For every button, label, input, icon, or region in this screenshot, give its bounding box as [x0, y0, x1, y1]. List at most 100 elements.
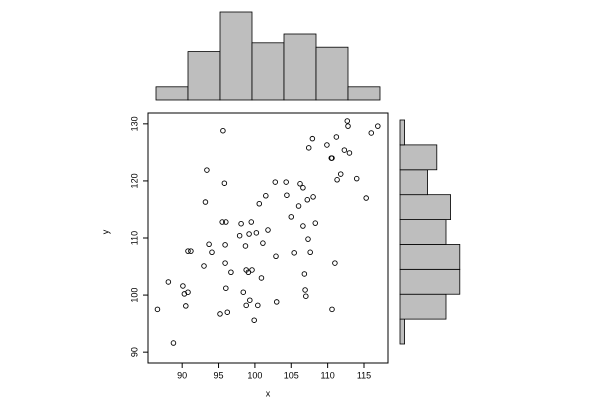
x-tick-label: 115	[357, 370, 371, 380]
point	[223, 219, 229, 225]
point	[346, 150, 353, 156]
x-tick-label: 100	[247, 370, 262, 380]
point	[363, 195, 369, 201]
point	[300, 185, 306, 191]
point	[260, 240, 266, 246]
point	[243, 302, 249, 309]
point	[333, 134, 340, 140]
point	[305, 236, 311, 242]
point	[170, 340, 177, 346]
y-tick-label: 130	[129, 116, 139, 131]
point	[221, 180, 228, 186]
point	[302, 287, 308, 293]
point	[206, 241, 212, 248]
point	[251, 317, 257, 323]
point	[209, 249, 215, 256]
histogram-bar	[399, 194, 451, 220]
histogram-bar	[315, 46, 349, 101]
y-tick-label: 90	[129, 347, 139, 357]
point	[154, 306, 161, 313]
point	[165, 279, 172, 285]
point	[303, 293, 309, 299]
histogram-bar	[187, 51, 221, 101]
point	[263, 193, 269, 199]
y-tick-label: 120	[129, 173, 139, 188]
point	[368, 130, 375, 136]
histogram-bar	[155, 86, 189, 101]
histogram-bar	[283, 33, 317, 101]
point	[337, 171, 344, 177]
point	[295, 203, 302, 209]
point	[185, 289, 191, 295]
point	[301, 271, 308, 277]
point	[332, 260, 338, 266]
point	[329, 155, 335, 161]
point	[272, 179, 279, 185]
point	[248, 219, 255, 225]
plot-frame	[147, 112, 389, 364]
histogram-bar	[399, 268, 461, 295]
histogram-bar	[347, 86, 381, 101]
point	[288, 214, 295, 220]
histogram-bar	[399, 318, 405, 345]
y-tick-label: 100	[129, 288, 139, 303]
point	[324, 142, 330, 148]
point	[222, 260, 228, 266]
point	[180, 283, 186, 289]
histogram-bar	[399, 244, 461, 270]
point	[253, 230, 260, 236]
point	[258, 275, 265, 281]
point	[204, 167, 210, 173]
point	[341, 147, 348, 153]
point	[283, 179, 289, 185]
histogram-bar	[251, 42, 285, 101]
x-tick-label: 105	[284, 370, 299, 380]
point	[305, 145, 312, 151]
point	[344, 118, 351, 124]
histogram-bar	[219, 11, 253, 101]
point	[309, 135, 316, 142]
point	[291, 250, 297, 256]
point	[256, 201, 263, 207]
point	[273, 299, 280, 305]
x-axis-label: x	[266, 388, 271, 398]
point	[310, 194, 316, 200]
point	[202, 199, 209, 205]
point	[304, 197, 311, 203]
point	[353, 175, 360, 182]
point	[228, 269, 234, 275]
histogram-bar	[399, 169, 429, 196]
x-tick-label: 95	[214, 370, 224, 380]
point	[329, 306, 335, 313]
histogram-bar	[399, 293, 447, 320]
point	[249, 267, 255, 273]
point	[236, 232, 243, 239]
point	[219, 219, 225, 225]
point	[273, 253, 279, 260]
point	[238, 220, 244, 227]
x-tick-label: 90	[177, 370, 187, 380]
histogram-bar	[399, 119, 405, 146]
point	[284, 192, 290, 198]
y-tick-label: 110	[129, 231, 139, 245]
histogram-bar	[399, 144, 438, 171]
point	[334, 177, 340, 183]
point	[297, 181, 303, 187]
point	[220, 127, 226, 134]
point	[183, 303, 189, 309]
point	[188, 248, 194, 254]
point	[265, 227, 271, 233]
point	[300, 223, 306, 229]
point	[217, 311, 223, 317]
point	[185, 248, 191, 254]
point	[255, 302, 261, 309]
point	[246, 231, 252, 237]
point	[307, 249, 313, 256]
histogram-bar	[399, 219, 447, 245]
x-tick-label: 110	[320, 370, 334, 380]
point	[201, 263, 207, 269]
point	[247, 297, 253, 303]
point	[375, 123, 381, 129]
point	[345, 123, 351, 129]
